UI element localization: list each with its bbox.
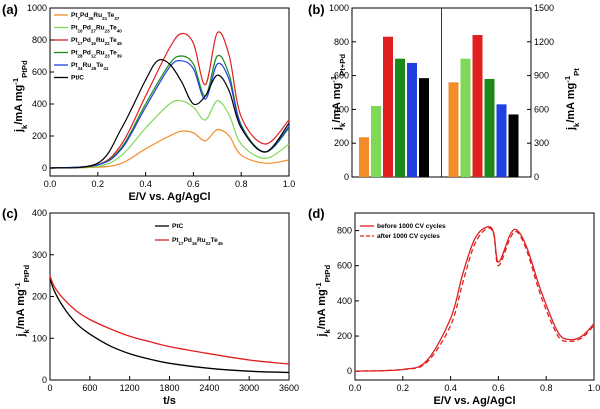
x-tick-label-c-5: 3000 xyxy=(239,383,259,393)
x-tick-label-a-2: 0.4 xyxy=(139,179,152,189)
y-tick-label-d-2: 400 xyxy=(337,296,352,306)
y-tick-label-c-1: 100 xyxy=(32,333,47,343)
bar-b-0-1 xyxy=(371,106,381,177)
panel-label-b: (b) xyxy=(308,2,325,17)
y-axis-label-c: jk/mA mg-1PtPd xyxy=(13,265,31,338)
x-tick-label-d-1: 0.2 xyxy=(397,383,410,393)
legend-label-a-1: Pt10Pd27Ru23Te40 xyxy=(71,25,122,34)
x-axis-label-d: E/V vs. Ag/AgCl xyxy=(433,395,515,407)
legend-label-a-5: Pt/C xyxy=(71,75,84,82)
y-tick-label-b-left-3: 600 xyxy=(334,71,349,81)
legend-label-a-3: Pt28Pd12Ru23Te39 xyxy=(71,50,122,59)
y-tick-label-c-0: 0 xyxy=(42,375,47,385)
y-tick-label-b-left-0: 0 xyxy=(344,172,349,182)
bar-b-0-5 xyxy=(419,78,429,177)
y-tick-label-a-2: 400 xyxy=(32,99,47,109)
y-tick-label-c-3: 300 xyxy=(32,250,47,260)
y-tick-label-b-right-5: 1500 xyxy=(534,3,554,13)
panel-label-a: (a) xyxy=(2,2,18,17)
y-axis-label-d: jk/mA mg-1PtPd xyxy=(314,265,332,338)
x-tick-label-c-3: 1800 xyxy=(159,383,179,393)
y-tick-label-b-left-5: 1000 xyxy=(329,3,349,13)
series-line-a-5 xyxy=(49,59,290,169)
x-tick-label-d-5: 1.0 xyxy=(588,383,600,393)
y-tick-label-b-right-2: 600 xyxy=(534,104,549,114)
y-tick-label-b-right-4: 1200 xyxy=(534,37,554,47)
panel-label-d: (d) xyxy=(308,206,325,221)
y-tick-label-b-left-1: 200 xyxy=(334,138,349,148)
bar-b-0-0 xyxy=(359,137,369,177)
bar-b-0-2 xyxy=(383,36,393,178)
bar-b-1-1 xyxy=(460,58,471,178)
x-tick-label-a-1: 0.2 xyxy=(92,179,105,189)
series-line-a-4 xyxy=(49,59,290,169)
series-line-a-1 xyxy=(49,99,290,169)
y-tick-label-b-left-4: 800 xyxy=(334,37,349,47)
x-tick-label-a-5: 1.0 xyxy=(283,179,296,189)
y-tick-label-d-1: 200 xyxy=(337,331,352,341)
x-axis-label-c: t/s xyxy=(163,395,176,407)
x-tick-label-d-3: 0.6 xyxy=(492,383,505,393)
x-tick-label-c-6: 3600 xyxy=(279,383,299,393)
x-tick-label-a-4: 0.8 xyxy=(235,179,248,189)
series-line-d-1 xyxy=(354,227,595,372)
y-tick-label-a-1: 200 xyxy=(32,131,47,141)
legend-label-a-2: Pt17Pd16Ru22Te45 xyxy=(71,37,122,46)
y-tick-label-a-5: 1000 xyxy=(27,3,47,13)
bar-b-1-0 xyxy=(448,82,459,177)
x-tick-label-c-4: 2400 xyxy=(199,383,219,393)
x-tick-label-d-0: 0.0 xyxy=(349,383,362,393)
y-tick-label-d-4: 800 xyxy=(337,226,352,236)
legend-label-c-1: Pt17Pd16Ru22Te45 xyxy=(172,237,223,246)
y-tick-label-d-0: 0 xyxy=(347,366,352,376)
series-line-d-0 xyxy=(354,225,595,372)
y-tick-label-b-right-3: 900 xyxy=(534,71,549,81)
y-tick-label-d-3: 600 xyxy=(337,261,352,271)
x-tick-label-a-0: 0.0 xyxy=(44,179,57,189)
y-axis-label-a: jk/mA mg-1PtPd xyxy=(11,60,29,133)
series-line-c-0 xyxy=(49,277,290,374)
x-tick-label-c-2: 1200 xyxy=(120,383,140,393)
bar-b-1-5 xyxy=(508,114,519,177)
x-tick-label-d-2: 0.4 xyxy=(444,383,457,393)
y-tick-label-a-0: 0 xyxy=(42,163,47,173)
bar-b-1-2 xyxy=(472,35,483,177)
plot-frame-a xyxy=(49,7,290,177)
y-tick-label-b-right-1: 300 xyxy=(534,138,549,148)
bar-b-1-4 xyxy=(496,104,507,177)
series-line-a-3 xyxy=(49,54,290,169)
y-tick-label-c-2: 200 xyxy=(32,292,47,302)
panel-label-c: (c) xyxy=(2,206,18,221)
bar-b-0-4 xyxy=(407,62,417,177)
legend-label-c-0: PtC xyxy=(172,223,184,230)
x-tick-label-a-3: 0.6 xyxy=(187,179,200,189)
series-line-a-0 xyxy=(49,128,290,169)
plot-frame-c xyxy=(49,212,290,381)
y-tick-label-c-4: 400 xyxy=(32,208,47,218)
series-line-a-2 xyxy=(49,31,290,169)
bar-b-1-3 xyxy=(484,78,495,177)
x-tick-label-c-1: 600 xyxy=(82,383,97,393)
y-tick-label-b-left-2: 400 xyxy=(334,104,349,114)
bar-b-0-3 xyxy=(395,58,405,178)
legend-label-a-4: Pt34Ru25Te41 xyxy=(71,62,109,71)
y-axis-label-b-left: jk/mA mg-1Pt+Pd xyxy=(329,54,347,131)
x-tick-label-c-0: 0 xyxy=(47,383,52,393)
legend-label-d-0: before 1000 CV cycles xyxy=(377,223,446,230)
plot-frame-d xyxy=(354,212,595,381)
y-tick-label-a-4: 800 xyxy=(32,35,47,45)
y-tick-label-b-right-0: 0 xyxy=(534,172,539,182)
y-axis-label-b-right: jk/mA mg-1Pt xyxy=(563,68,581,131)
series-line-c-1 xyxy=(49,275,290,365)
y-tick-label-a-3: 600 xyxy=(32,67,47,77)
legend-label-a-0: Pt7Pd35Ru21Te37 xyxy=(71,12,120,21)
x-tick-label-d-4: 0.8 xyxy=(540,383,553,393)
legend-label-d-1: after 1000 CV cycles xyxy=(377,233,440,240)
x-axis-label-a: E/V vs. Ag/AgCl xyxy=(128,191,210,203)
